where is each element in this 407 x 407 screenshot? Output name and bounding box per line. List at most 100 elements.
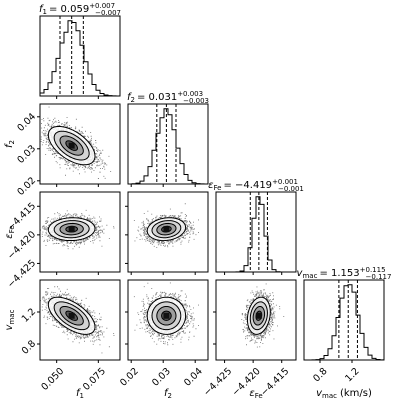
panel-title-eps_fe: εFe = −4.419+0.001 −0.001 (208, 178, 304, 193)
x-axis-label-eps_fe: εFe (249, 388, 262, 400)
histogram-panel-vmac: 0.8 1.2 (303, 279, 385, 384)
title-subscript: 2 (131, 96, 135, 104)
axis-subscript: Fe (255, 392, 263, 400)
y-tick-label-vmac-1: 1.2 (20, 306, 38, 324)
title-median: = 0.059 (49, 4, 89, 15)
title-plus: +0.001 (272, 178, 298, 186)
title-plus: +0.003 (177, 90, 203, 98)
y-tick-label-f2-2: 0.04 (15, 111, 38, 134)
panel-frame (127, 191, 209, 273)
panel-content (216, 192, 296, 272)
y-axis-label-vmac: vmac (4, 309, 16, 330)
panel-content (133, 203, 199, 248)
axis-symbol: f (4, 143, 15, 148)
panel-content (128, 104, 208, 184)
y-axis-label-eps_fe: εFe (4, 225, 16, 238)
panel-frame (127, 279, 209, 361)
x-tick-label-f1-1: 0.075 (81, 366, 108, 393)
title-median: = −4.419 (223, 180, 272, 191)
panel-frame (39, 103, 121, 185)
density-panel-f1-f2: 0.02 0.03 0.04 (15, 103, 121, 198)
panel-content (40, 16, 120, 96)
panel-content (40, 286, 115, 354)
x-tick-label-eps_fe-2: −4.415 (259, 366, 292, 399)
title-symbol: v (297, 268, 304, 279)
density-panel-f2-eps_fe (125, 191, 209, 275)
axis-symbol: ε (4, 233, 15, 239)
panel-content (133, 282, 199, 346)
density-peak-eps_fe-vmac (255, 312, 262, 319)
title-subscript: 1 (43, 8, 47, 16)
panel-content (40, 106, 112, 179)
x-tick-label-f2-1: 0.03 (150, 366, 173, 389)
x-axis-label-vmac: vmac (km/s) (316, 388, 372, 400)
axis-symbol: f (164, 388, 169, 399)
axis-subscript: Fe (8, 225, 16, 233)
panel-frame (39, 191, 121, 273)
y-axis-label-f2: f2 (4, 140, 16, 148)
title-symbol: ε (208, 180, 214, 191)
title-median: = 1.153 (319, 268, 359, 279)
title-median: = 0.031 (137, 92, 177, 103)
panel-title-f2: f2 = 0.031+0.003 −0.003 (127, 90, 209, 105)
axis-subscript: 1 (80, 392, 84, 400)
density-panel-f2-vmac: 0.02 0.03 0.04 (118, 279, 209, 389)
histogram-panel-f1 (39, 15, 121, 99)
axis-symbol: v (4, 323, 15, 330)
axis-subscript: mac (322, 392, 337, 400)
title-plus: +0.115 (360, 266, 386, 274)
density-peak-f1-f2 (68, 142, 75, 149)
density-panel-f1-vmac: 0.050 0.075 0.8 1.2 (20, 279, 121, 393)
axis-subscript: 2 (8, 140, 16, 144)
panel-content (40, 209, 115, 250)
x-axis-label-f1: f1 (76, 388, 84, 400)
title-minus: −0.001 (278, 185, 304, 193)
title-symbol: f (39, 4, 44, 15)
density-peak-f1-vmac (68, 312, 75, 319)
axis-unit: (km/s) (340, 388, 372, 399)
histogram-panel-f2 (127, 103, 209, 187)
title-plus: +0.007 (89, 2, 115, 10)
x-tick-label-eps_fe-0: −4.425 (202, 366, 235, 399)
title-subscript: Fe (214, 184, 222, 192)
axis-symbol: v (316, 388, 323, 399)
density-peak-f2-vmac (163, 312, 170, 319)
title-minus: −0.117 (366, 273, 392, 281)
histogram-f2 (128, 108, 208, 184)
density-peak-f1-eps_fe (68, 226, 75, 233)
x-tick-label-f2-0: 0.02 (118, 366, 141, 389)
panel-frame (215, 191, 297, 273)
density-panel-eps_fe-vmac: −4.425−4.420−4.415 (202, 279, 297, 399)
x-tick-label-vmac-1: 1.2 (343, 366, 361, 384)
histogram-panel-eps_fe (215, 191, 297, 275)
y-tick-label-f2-0: 0.02 (15, 175, 38, 198)
x-tick-label-vmac-0: 0.8 (311, 366, 329, 384)
y-tick-label-f2-1: 0.03 (15, 143, 38, 166)
y-tick-label-eps_fe-0: −4.425 (5, 258, 38, 291)
panel-content (241, 283, 285, 348)
title-symbol: f (127, 92, 132, 103)
title-minus: −0.007 (95, 9, 121, 17)
axis-symbol: f (76, 388, 81, 399)
panel-title-f1: f1 = 0.059+0.007 −0.007 (39, 2, 121, 17)
panel-content (304, 280, 384, 360)
axis-symbol: ε (249, 388, 255, 399)
y-tick-label-vmac-0: 0.8 (20, 338, 38, 356)
axis-subscript: mac (8, 309, 16, 324)
histogram-eps_fe (216, 196, 296, 272)
density-peak-f2-eps_fe (163, 226, 170, 233)
x-tick-label-f1-0: 0.050 (39, 366, 66, 393)
panel-frame (127, 103, 209, 185)
panel-frame (39, 279, 121, 361)
panel-frame (39, 15, 121, 97)
panel-frame (215, 279, 297, 361)
axis-subscript: 2 (168, 392, 172, 400)
histogram-vmac (304, 284, 384, 360)
density-panel-f1-eps_fe: −4.425−4.420−4.415 (5, 191, 121, 291)
panel-title-vmac: vmac = 1.153+0.115 −0.117 (297, 266, 392, 281)
x-axis-label-f2: f2 (164, 388, 172, 400)
title-minus: −0.003 (183, 97, 209, 105)
title-subscript: mac (302, 272, 317, 280)
x-tick-label-f2-2: 0.04 (182, 366, 205, 389)
